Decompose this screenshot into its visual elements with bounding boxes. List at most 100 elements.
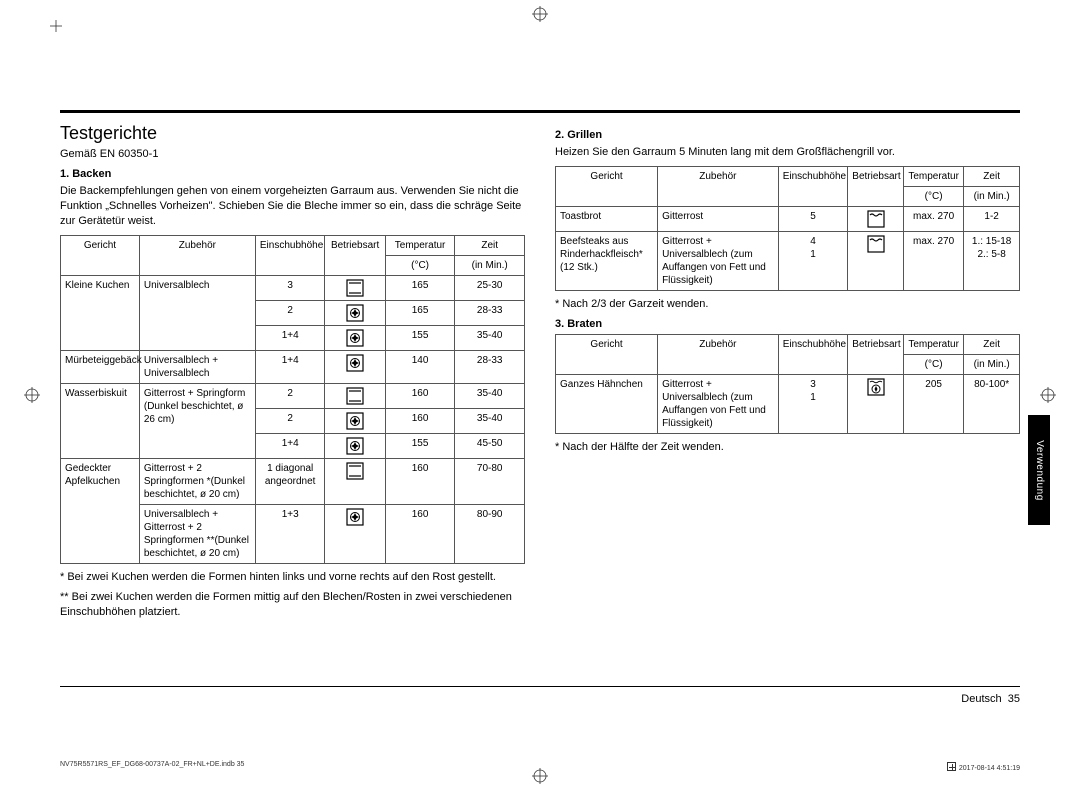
th-temp-unit: (°C) <box>903 354 963 374</box>
mode-icon-fan <box>325 300 385 325</box>
backen-table: Gericht Zubehör Einschubhöhe Betriebsart… <box>60 235 525 564</box>
cell-dish: Gedeckter Apfelkuchen <box>61 458 140 563</box>
backen-heading: 1. Backen <box>60 168 525 180</box>
cell-time: 80-100* <box>964 374 1020 433</box>
cell-temp: 165 <box>385 275 455 300</box>
table-row: Toastbrot Gitterrost 5 max. 270 1-2 <box>556 206 1020 231</box>
cell-level: 1+4 <box>255 433 325 458</box>
cell-temp: 155 <box>385 433 455 458</box>
braten-note: * Nach der Hälfte der Zeit wenden. <box>555 440 1020 455</box>
cell-temp: 160 <box>385 408 455 433</box>
th-gericht: Gericht <box>556 166 658 206</box>
cell-temp: 160 <box>385 504 455 563</box>
doc-footer: NV75R5571RS_EF_DG68-00737A-02_FR+NL+DE.i… <box>60 761 1020 772</box>
left-column: Testgerichte Gemäß EN 60350-1 1. Backen … <box>60 123 525 626</box>
cell-level-a: 4 <box>810 236 816 247</box>
cell-level: 2 <box>255 383 325 408</box>
th-betriebsart: Betriebsart <box>848 334 904 374</box>
cell-temp: 205 <box>903 374 963 433</box>
page-number: 35 <box>1008 693 1020 705</box>
mode-icon-fan <box>325 408 385 433</box>
cell-dish: Wasserbiskuit <box>61 383 140 458</box>
table-row: Ganzes Hähnchen Gitterrost + Universalbl… <box>556 374 1020 433</box>
cell-temp: 160 <box>385 458 455 504</box>
th-einschub: Einschubhöhe <box>255 235 325 275</box>
cell-dish: Kleine Kuchen <box>61 275 140 350</box>
th-einschub: Einschubhöhe <box>778 334 848 374</box>
cell-dish: Beefsteaks aus Rinderhackfleisch* (12 St… <box>556 231 658 290</box>
cell-level-b: 1 <box>810 249 816 260</box>
cell-time: 35-40 <box>455 383 525 408</box>
cell-time: 35-40 <box>455 325 525 350</box>
braten-heading: 3. Braten <box>555 318 1020 330</box>
cell-temp: 160 <box>385 383 455 408</box>
table-row: Gedeckter Apfelkuchen Gitterrost + 2 Spr… <box>61 458 525 504</box>
th-zeit-unit: (in Min.) <box>964 186 1020 206</box>
th-zeit: Zeit <box>964 334 1020 354</box>
cell-level: 5 <box>778 206 848 231</box>
th-zeit-unit: (in Min.) <box>964 354 1020 374</box>
crop-mark-left <box>24 387 40 403</box>
lang-label: Deutsch <box>961 693 1001 705</box>
doc-date-text: 2017-08-14 4:51:19 <box>959 765 1020 772</box>
mode-icon-fan <box>325 504 385 563</box>
cell-temp: 140 <box>385 350 455 383</box>
mode-icon-grill <box>848 206 904 231</box>
cell-level: 41 <box>778 231 848 290</box>
th-betriebsart: Betriebsart <box>325 235 385 275</box>
cell-level: 1+3 <box>255 504 325 563</box>
mode-icon-conventional <box>325 275 385 300</box>
cell-time: 1.: 15-18 2.: 5-8 <box>964 231 1020 290</box>
cell-level: 2 <box>255 408 325 433</box>
mode-icon-fan <box>325 325 385 350</box>
table-row: Beefsteaks aus Rinderhackfleisch* (12 St… <box>556 231 1020 290</box>
cell-acc: Gitterrost <box>658 206 779 231</box>
th-gericht: Gericht <box>61 235 140 275</box>
cell-level: 1 diagonal angeordnet <box>255 458 325 504</box>
th-betriebsart: Betriebsart <box>848 166 904 206</box>
th-zeit: Zeit <box>964 166 1020 186</box>
cell-acc: Universalblech + Gitterrost + 2 Springfo… <box>139 504 255 563</box>
backen-note1: * Bei zwei Kuchen werden die Formen hint… <box>60 570 525 585</box>
page-footer: Deutsch 35 <box>60 693 1020 705</box>
crop-mark-top <box>532 6 548 22</box>
cell-time: 70-80 <box>455 458 525 504</box>
cell-time: 35-40 <box>455 408 525 433</box>
table-row: Wasserbiskuit Gitterrost + Springform (D… <box>61 383 525 408</box>
th-zeit: Zeit <box>455 235 525 255</box>
side-tab-label: Verwendung <box>1034 440 1045 501</box>
th-zubehoer: Zubehör <box>658 334 779 374</box>
cell-time: 80-90 <box>455 504 525 563</box>
grillen-intro: Heizen Sie den Garraum 5 Minuten lang mi… <box>555 145 1020 160</box>
cell-level: 3 <box>255 275 325 300</box>
th-einschub: Einschubhöhe <box>778 166 848 206</box>
mode-icon-fan <box>325 350 385 383</box>
mode-icon-conventional <box>325 383 385 408</box>
cell-level-a: 3 <box>810 379 816 390</box>
cell-time: 28-33 <box>455 350 525 383</box>
cell-level: 2 <box>255 300 325 325</box>
th-zeit-unit: (in Min.) <box>455 255 525 275</box>
cell-time: 45-50 <box>455 433 525 458</box>
doc-code: NV75R5571RS_EF_DG68-00737A-02_FR+NL+DE.i… <box>60 761 244 772</box>
crop-mark-right <box>1040 387 1056 403</box>
th-temp: Temperatur <box>385 235 455 255</box>
table-header-row: Gericht Zubehör Einschubhöhe Betriebsart… <box>556 166 1020 186</box>
grillen-heading: 2. Grillen <box>555 129 1020 141</box>
th-temp-unit: (°C) <box>903 186 963 206</box>
side-tab: Verwendung <box>1028 415 1050 525</box>
cell-acc: Universalblech + Universalblech <box>139 350 255 383</box>
cell-acc: Universalblech <box>139 275 255 350</box>
mode-icon-fan-grill <box>848 374 904 433</box>
standard-ref: Gemäß EN 60350-1 <box>60 148 525 160</box>
cell-acc: Gitterrost + Universalblech (zum Auffang… <box>658 231 779 290</box>
cell-acc: Gitterrost + 2 Springformen *(Dunkel bes… <box>139 458 255 504</box>
cell-dish: Mürbeteiggebäck <box>61 350 140 383</box>
cell-level: 1+4 <box>255 350 325 383</box>
th-temp: Temperatur <box>903 166 963 186</box>
table-header-row: Gericht Zubehör Einschubhöhe Betriebsart… <box>556 334 1020 354</box>
section-title: Testgerichte <box>60 123 525 144</box>
cell-dish: Ganzes Hähnchen <box>556 374 658 433</box>
doc-date: 2017-08-14 4:51:19 <box>947 761 1020 772</box>
cell-level: 1+4 <box>255 325 325 350</box>
